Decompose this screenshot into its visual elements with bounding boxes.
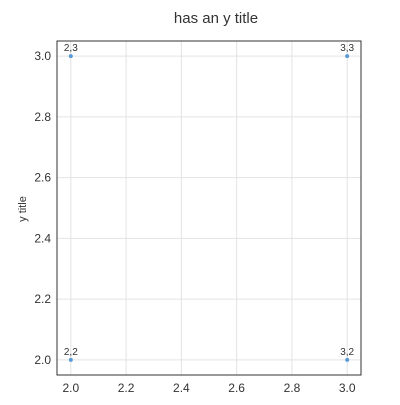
- x-tick-label: 3.0: [339, 381, 356, 395]
- x-tick-label: 2.8: [284, 381, 301, 395]
- data-point[interactable]: [68, 54, 73, 59]
- x-tick-label: 2.2: [118, 381, 135, 395]
- y-tick-label: 2.0: [34, 353, 51, 367]
- data-point-label: 2,2: [64, 347, 78, 358]
- data-point[interactable]: [68, 357, 73, 362]
- plot-area-frame: [56, 40, 362, 376]
- data-point-label: 3,2: [340, 347, 354, 358]
- data-point[interactable]: [345, 357, 350, 362]
- grid: [57, 41, 361, 375]
- axis-ticks: 2.0 2.2 2.4 2.6 2.8 3.0 2.0 2.2 2.4 2.6 2.8 3.0: [34, 49, 356, 395]
- y-axis-title: y title: [17, 196, 29, 222]
- data-point-label: 3,3: [340, 43, 354, 54]
- y-tick-label: 3.0: [34, 49, 51, 63]
- data-point[interactable]: [345, 54, 350, 59]
- x-tick-label: 2.0: [62, 381, 79, 395]
- y-tick-label: 2.2: [34, 292, 51, 306]
- y-tick-label: 2.6: [34, 171, 51, 185]
- x-tick-label: 2.4: [173, 381, 190, 395]
- y-tick-label: 2.8: [34, 110, 51, 124]
- data-point-label: 2,3: [64, 43, 78, 54]
- data-points: 2,3 3,3 2,2 3,2: [64, 43, 355, 362]
- x-tick-label: 2.6: [228, 381, 245, 395]
- y-tick-label: 2.4: [34, 231, 51, 245]
- chart-title: has an y title: [174, 10, 258, 27]
